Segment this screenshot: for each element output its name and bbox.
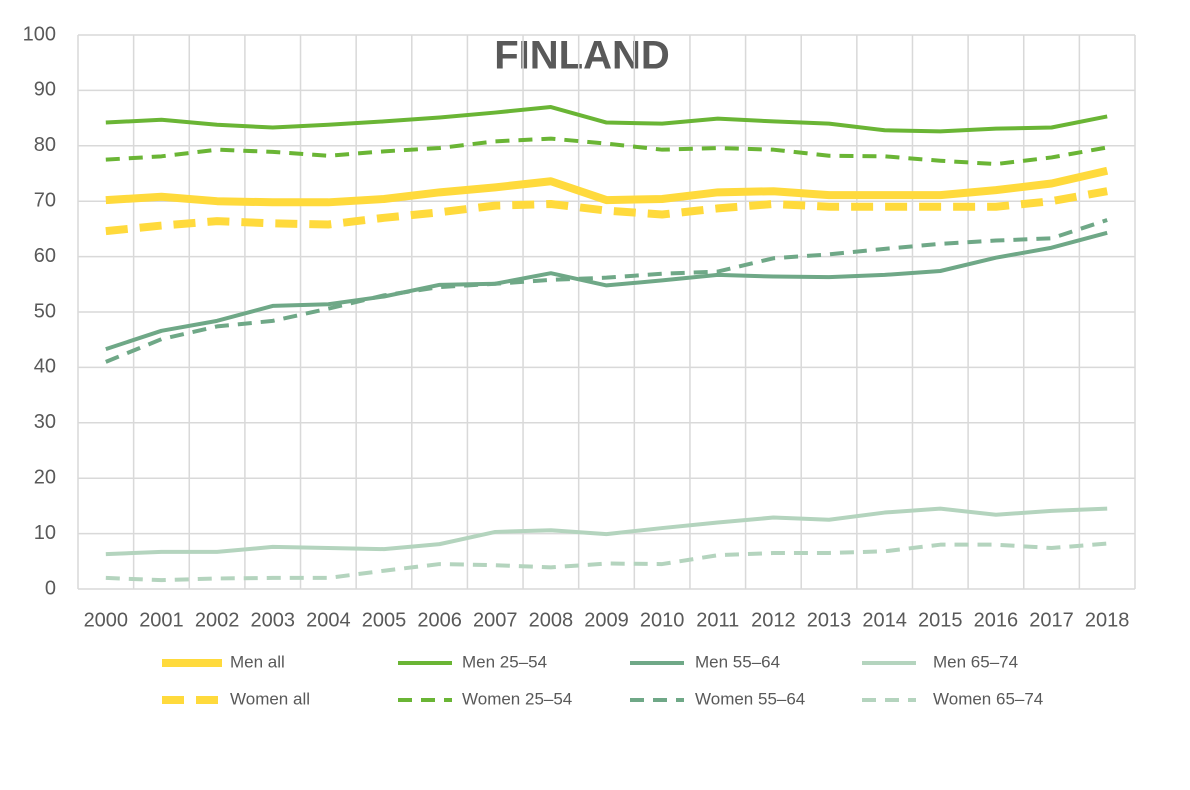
- x-tick-label: 2018: [1085, 609, 1130, 631]
- x-tick-label: 2003: [250, 609, 295, 631]
- series-line: [105, 230, 1108, 352]
- series-line: [105, 105, 1108, 134]
- series-line: [105, 187, 1108, 236]
- x-tick-label: 2008: [529, 609, 574, 631]
- x-tick-label: 2010: [640, 609, 685, 631]
- y-tick-label: 10: [34, 522, 56, 544]
- x-tick-label: 2009: [584, 609, 629, 631]
- y-tick-label: 70: [34, 189, 56, 211]
- x-tick-label: 2017: [1029, 609, 1074, 631]
- series-line: [105, 218, 1108, 364]
- x-tick-label: 2012: [751, 609, 796, 631]
- y-tick-label: 60: [34, 245, 56, 267]
- legend-label: Men all: [230, 652, 285, 671]
- series-line: [105, 136, 1108, 167]
- x-tick-label: 2007: [473, 609, 518, 631]
- y-tick-label: 90: [34, 79, 56, 101]
- legend-label: Women 65–74: [933, 689, 1043, 708]
- y-tick-label: 50: [34, 300, 56, 322]
- y-tick-label: 40: [34, 356, 56, 378]
- series-line: [105, 506, 1108, 557]
- x-tick-label: 2001: [139, 609, 184, 631]
- x-tick-label: 2006: [417, 609, 462, 631]
- x-tick-label: 2005: [362, 609, 407, 631]
- y-tick-label: 30: [34, 411, 56, 433]
- y-tick-label: 100: [23, 23, 56, 45]
- y-tick-label: 80: [34, 134, 56, 156]
- x-tick-label: 2013: [807, 609, 852, 631]
- series-line: [105, 166, 1109, 207]
- legend-label: Women all: [230, 689, 310, 708]
- x-tick-label: 2000: [84, 609, 129, 631]
- legend-label: Women 25–54: [462, 689, 572, 708]
- x-tick-label: 2002: [195, 609, 240, 631]
- legend-label: Men 25–54: [462, 652, 547, 671]
- x-tick-label: 2016: [974, 609, 1019, 631]
- series-line: [105, 541, 1108, 583]
- x-tick-label: 2015: [918, 609, 963, 631]
- x-tick-label: 2011: [696, 609, 739, 631]
- x-tick-label: 2014: [862, 609, 907, 631]
- chart-title: FINLAND: [494, 34, 670, 78]
- y-tick-label: 20: [34, 466, 56, 488]
- legend-label: Women 55–64: [695, 689, 805, 708]
- y-tick-label: 0: [45, 577, 56, 599]
- legend-label: Men 65–74: [933, 652, 1018, 671]
- legend-label: Men 55–64: [695, 652, 780, 671]
- x-tick-label: 2004: [306, 609, 351, 631]
